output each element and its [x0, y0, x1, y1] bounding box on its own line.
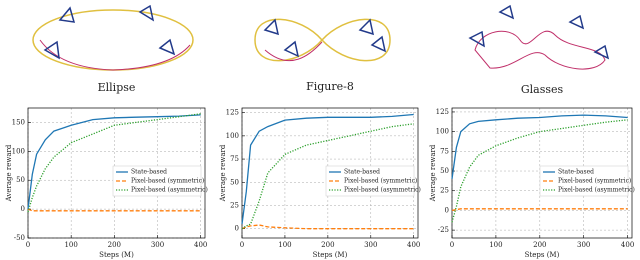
legend-label: Pixel-based (asymmetric): [131, 187, 208, 194]
y-tick-label: 100: [226, 132, 239, 140]
series-line: [241, 123, 414, 230]
chart-title: Ellipse: [98, 81, 136, 94]
x-tick-label: 400: [407, 241, 420, 249]
y-tick-label: 0: [445, 206, 449, 214]
y-tick-label: 75: [230, 155, 239, 163]
chart-title: Figure-8: [306, 80, 354, 93]
x-tick-label: 200: [533, 241, 546, 249]
y-tick-label: 25: [230, 202, 239, 210]
legend-label: Pixel-based (symmetric): [131, 178, 204, 185]
x-tick-label: 400: [621, 241, 634, 249]
y-tick-label: 50: [440, 167, 449, 175]
x-axis-label: Steps (M): [99, 251, 134, 259]
x-axis-label: Steps (M): [313, 251, 348, 259]
x-tick-label: 0: [26, 241, 30, 249]
y-tick-label: 0: [235, 225, 239, 233]
plot-frame: [241, 107, 419, 239]
x-axis-label: Steps (M): [525, 251, 560, 259]
y-tick-label: 125: [226, 109, 239, 117]
series-line: [241, 113, 414, 225]
series-line: [27, 114, 201, 210]
legend-label: Pixel-based (symmetric): [558, 178, 631, 185]
y-tick-label: 50: [230, 178, 239, 186]
series-line: [27, 208, 201, 212]
series-line: [451, 119, 628, 223]
legend-label: State-based: [558, 169, 594, 176]
chart-title: Glasses: [521, 83, 564, 96]
x-tick-label: 100: [489, 241, 502, 249]
x-tick-label: 200: [108, 241, 121, 249]
x-tick-label: 100: [64, 241, 77, 249]
plot-frame: [27, 107, 206, 239]
x-tick-label: 400: [194, 241, 207, 249]
y-tick-label: 100: [12, 147, 25, 155]
legend-box: [539, 165, 629, 197]
legend-label: Pixel-based (asymmetric): [558, 187, 635, 194]
y-axis-label: Average reward: [429, 144, 437, 202]
x-tick-label: 0: [450, 241, 454, 249]
series-line: [27, 113, 201, 213]
y-tick-label: -50: [14, 234, 25, 242]
legend-box: [112, 165, 202, 197]
legend-label: Pixel-based (asymmetric): [344, 187, 421, 194]
x-tick-label: 300: [364, 241, 377, 249]
y-tick-label: 150: [12, 118, 25, 126]
plot-frame: [451, 107, 633, 239]
y-axis-label: Average reward: [5, 144, 13, 202]
y-tick-label: 100: [436, 128, 449, 136]
series-line: [241, 224, 414, 230]
y-tick-label: -25: [438, 226, 449, 234]
trajectory-glasses: [468, 4, 610, 70]
legend-box: [325, 165, 415, 197]
trajectory-figure-8: [254, 18, 391, 62]
y-tick-label: 75: [440, 147, 449, 155]
y-tick-label: 25: [440, 187, 449, 195]
x-tick-label: 100: [278, 241, 291, 249]
y-axis-label: Average reward: [219, 144, 227, 202]
legend-label: State-based: [131, 169, 167, 176]
x-tick-label: 300: [577, 241, 590, 249]
x-tick-label: 200: [321, 241, 334, 249]
y-tick-label: 0: [21, 205, 25, 213]
series-line: [451, 114, 628, 179]
trajectory-ellipse: [32, 4, 194, 71]
y-tick-label: 50: [16, 176, 25, 184]
x-tick-label: 0: [240, 241, 244, 249]
y-tick-label: 125: [436, 108, 449, 116]
legend-label: State-based: [344, 169, 380, 176]
legend-label: Pixel-based (symmetric): [344, 178, 417, 185]
series-line: [451, 208, 628, 212]
x-tick-label: 300: [151, 241, 164, 249]
